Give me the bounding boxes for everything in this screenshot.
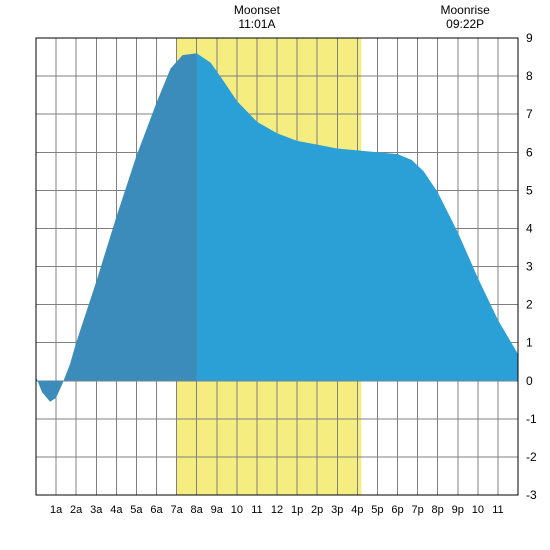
x-tick-label: 6a	[150, 504, 163, 516]
y-tick-label: -1	[526, 412, 537, 426]
y-tick-label: 8	[526, 69, 533, 83]
moonrise-label-time: 09:22P	[425, 18, 505, 32]
x-tick-label: 3p	[331, 504, 343, 516]
moonset-label-time: 11:01A	[217, 18, 297, 32]
x-tick-label: 4p	[351, 504, 363, 516]
x-tick-label: 10	[231, 504, 243, 516]
x-tick-label: 11	[492, 504, 503, 516]
moonrise-label-title: Moonrise	[425, 4, 505, 18]
x-tick-label: 4a	[110, 504, 123, 516]
y-tick-label: 3	[526, 260, 533, 274]
x-tick-label: 2p	[311, 504, 323, 516]
x-tick-label: 3a	[90, 504, 103, 516]
x-tick-label: 8a	[191, 504, 204, 516]
x-tick-label: 1p	[291, 504, 303, 516]
x-tick-label: 1a	[50, 504, 63, 516]
x-tick-label: 2a	[70, 504, 83, 516]
x-tick-label: 7p	[411, 504, 423, 516]
x-tick-label: 6p	[391, 504, 403, 516]
y-tick-label: -3	[526, 488, 537, 502]
y-tick-label: 7	[526, 107, 533, 121]
y-tick-label: 6	[526, 145, 533, 159]
moonset-label-title: Moonset	[217, 4, 297, 18]
moonrise-label: Moonrise09:22P	[425, 4, 505, 32]
x-tick-label: 12	[271, 504, 283, 516]
y-tick-label: -2	[526, 450, 537, 464]
y-tick-label: 5	[526, 183, 533, 197]
x-tick-label: 10	[472, 504, 484, 516]
moonset-label: Moonset11:01A	[217, 4, 297, 32]
x-tick-label: 5a	[130, 504, 143, 516]
y-tick-label: 1	[526, 336, 533, 350]
y-tick-label: 2	[526, 298, 533, 312]
chart-svg: 1a2a3a4a5a6a7a8a9a1011121p2p3p4p5p6p7p8p…	[0, 0, 550, 550]
y-tick-label: 0	[526, 374, 533, 388]
x-tick-label: 9p	[452, 504, 464, 516]
x-tick-label: 5p	[371, 504, 383, 516]
x-tick-label: 8p	[432, 504, 444, 516]
x-tick-label: 9a	[211, 504, 224, 516]
y-tick-label: 4	[526, 221, 533, 235]
x-tick-label: 7a	[170, 504, 183, 516]
tide-chart: 1a2a3a4a5a6a7a8a9a1011121p2p3p4p5p6p7p8p…	[0, 0, 550, 550]
x-tick-label: 11	[251, 504, 262, 516]
y-tick-label: 9	[526, 31, 533, 45]
